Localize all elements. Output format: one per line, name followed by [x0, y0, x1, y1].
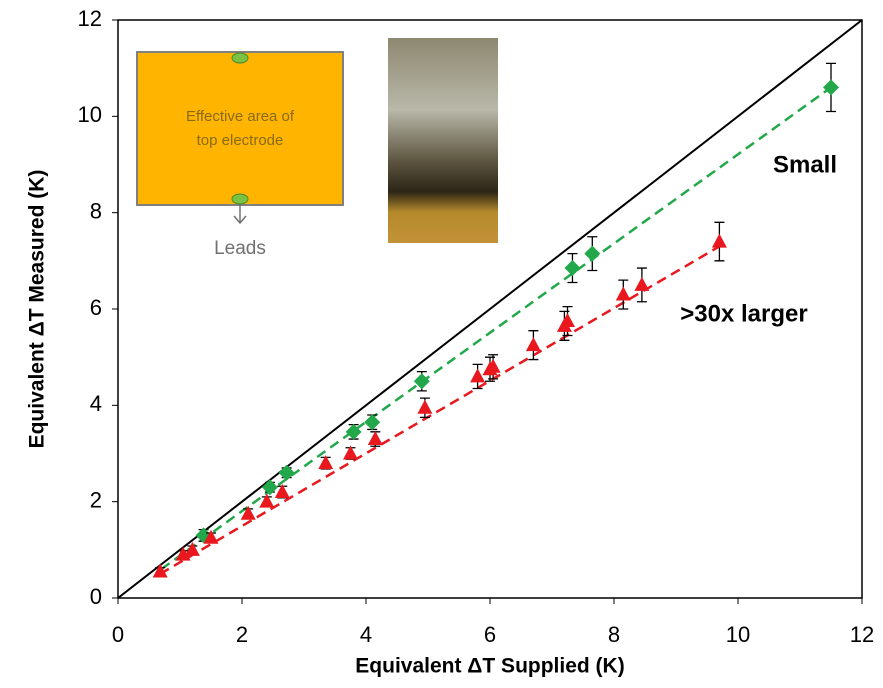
x-tick-label: 2: [236, 622, 248, 647]
x-tick-label: 12: [850, 622, 874, 647]
x-axis-label: Equivalent ΔT Supplied (K): [355, 655, 624, 678]
data-point: [259, 494, 274, 508]
y-tick-label: 4: [90, 391, 102, 416]
fit-line: [160, 246, 719, 574]
annotation: >30x larger: [680, 300, 807, 327]
inset-diagram: Effective area of top electrode Leads: [137, 52, 343, 259]
photo: [388, 38, 498, 243]
y-tick-label: 6: [90, 295, 102, 320]
y-tick-label: 12: [78, 6, 102, 31]
data-point: [364, 414, 380, 430]
x-tick-label: 6: [484, 622, 496, 647]
inset-label: top electrode: [197, 132, 284, 149]
y-tick-label: 0: [90, 584, 102, 609]
y-tick-label: 8: [90, 198, 102, 223]
annotation: Small: [773, 151, 837, 178]
data-point: [712, 234, 727, 248]
x-tick-label: 4: [360, 622, 372, 647]
data-point: [526, 337, 541, 351]
y-tick-label: 2: [90, 487, 102, 512]
data-point: [262, 479, 278, 495]
contact: [232, 194, 248, 204]
data-point: [584, 246, 600, 262]
data-point: [616, 287, 631, 301]
data-point: [560, 313, 575, 327]
data-point: [823, 79, 839, 95]
leads-label: Leads: [214, 238, 266, 259]
electrode: [137, 52, 343, 205]
data-point: [343, 446, 358, 460]
data-point: [368, 431, 383, 445]
y-tick-label: 10: [78, 102, 102, 127]
x-tick-label: 8: [608, 622, 620, 647]
chart: Effective area of top electrode Leads Sm…: [0, 0, 883, 683]
data-point: [564, 260, 580, 276]
data-point: [470, 368, 485, 382]
y-axis-label: Equivalent ΔT Measured (K): [26, 170, 49, 449]
data-point: [279, 465, 295, 481]
data-point: [634, 277, 649, 291]
inset-label: Effective area of: [186, 108, 295, 125]
contact: [232, 53, 248, 63]
data-point: [417, 400, 432, 414]
data-point: [275, 484, 290, 498]
data-point: [241, 506, 256, 520]
x-tick-label: 10: [726, 622, 750, 647]
data-point: [318, 455, 333, 469]
x-tick-label: 0: [112, 622, 124, 647]
